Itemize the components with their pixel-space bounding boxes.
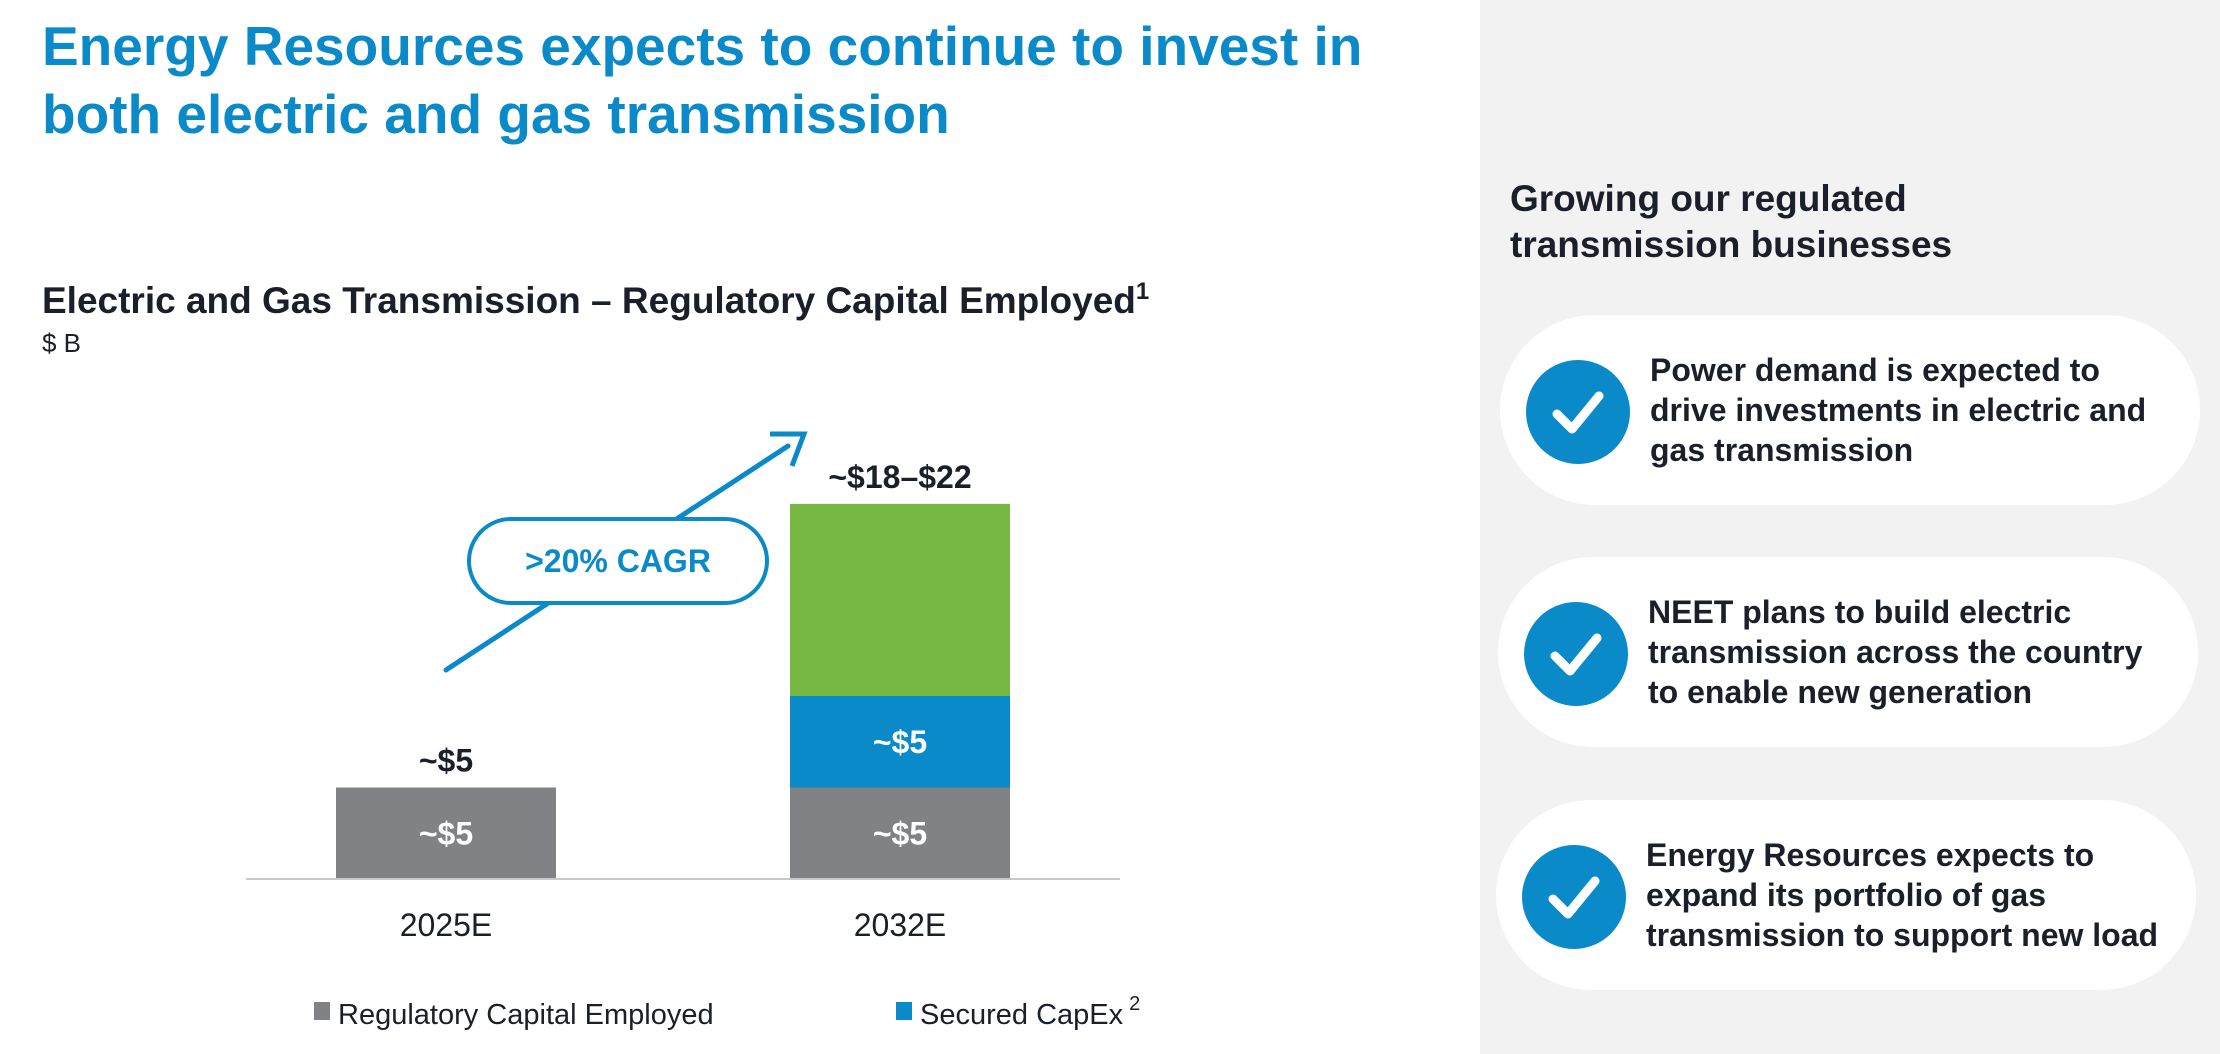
bullet-card-power-demand: Power demand is expected to drive invest… bbox=[1500, 315, 2200, 505]
bar-total-label: ~$5 bbox=[419, 743, 473, 779]
bullet-card-gas-portfolio: Energy Resources expects to expand its p… bbox=[1496, 800, 2196, 990]
bar-chart: ~$5 ~$5 2025E ~$5 ~$5 ~$18–$22 2032E >20% CAGR R… bbox=[246, 431, 1140, 1031]
bar-segment bbox=[790, 503, 1010, 696]
cagr-arrow-head bbox=[770, 431, 808, 467]
x-tick-label: 2025E bbox=[400, 907, 493, 943]
bar-total-label: ~$18–$22 bbox=[828, 459, 971, 495]
x-tick-label: 2032E bbox=[854, 907, 947, 943]
chart-title-footnote: 1 bbox=[1135, 278, 1150, 305]
chart-unit: $ B bbox=[42, 328, 82, 358]
bar-segment bbox=[790, 696, 1010, 788]
legend-label: Secured CapEx 2 bbox=[920, 993, 1140, 1031]
segment-value-label: ~$5 bbox=[873, 724, 927, 760]
chart-title-text: Electric and Gas Transmission – Regulato… bbox=[42, 280, 1136, 321]
bullet-card-neet: NEET plans to build electric transmissio… bbox=[1498, 557, 2198, 747]
bar-segment bbox=[790, 787, 1010, 879]
chart-title: Electric and Gas Transmission – Regulato… bbox=[42, 278, 1149, 322]
cagr-label: >20% CAGR bbox=[525, 543, 711, 579]
segment-value-label: ~$5 bbox=[873, 815, 927, 851]
checkmark-icon bbox=[1526, 360, 1630, 464]
chart-area: Energy Resources expects to continue to … bbox=[42, 15, 1363, 1031]
legend-swatch bbox=[896, 1002, 912, 1020]
legend-swatch bbox=[314, 1002, 330, 1020]
bullet-text: NEET plans to build electric transmissio… bbox=[1648, 594, 2143, 710]
segment-value-label: ~$5 bbox=[419, 815, 473, 851]
checkmark-icon bbox=[1522, 845, 1626, 949]
panel-title: Growing our regulated transmission busin… bbox=[1510, 178, 1953, 265]
cagr-badge bbox=[467, 517, 769, 605]
bar-segment bbox=[336, 787, 556, 879]
legend-label: Regulatory Capital Employed bbox=[338, 999, 714, 1031]
checkmark-icon bbox=[1524, 602, 1628, 706]
legend-footnote: 2 bbox=[1129, 993, 1140, 1015]
bullet-text: Power demand is expected to drive invest… bbox=[1650, 352, 2147, 468]
bullet-text: Energy Resources expects to expand its p… bbox=[1646, 837, 2159, 953]
page-title: Energy Resources expects to continue to … bbox=[42, 15, 1363, 145]
